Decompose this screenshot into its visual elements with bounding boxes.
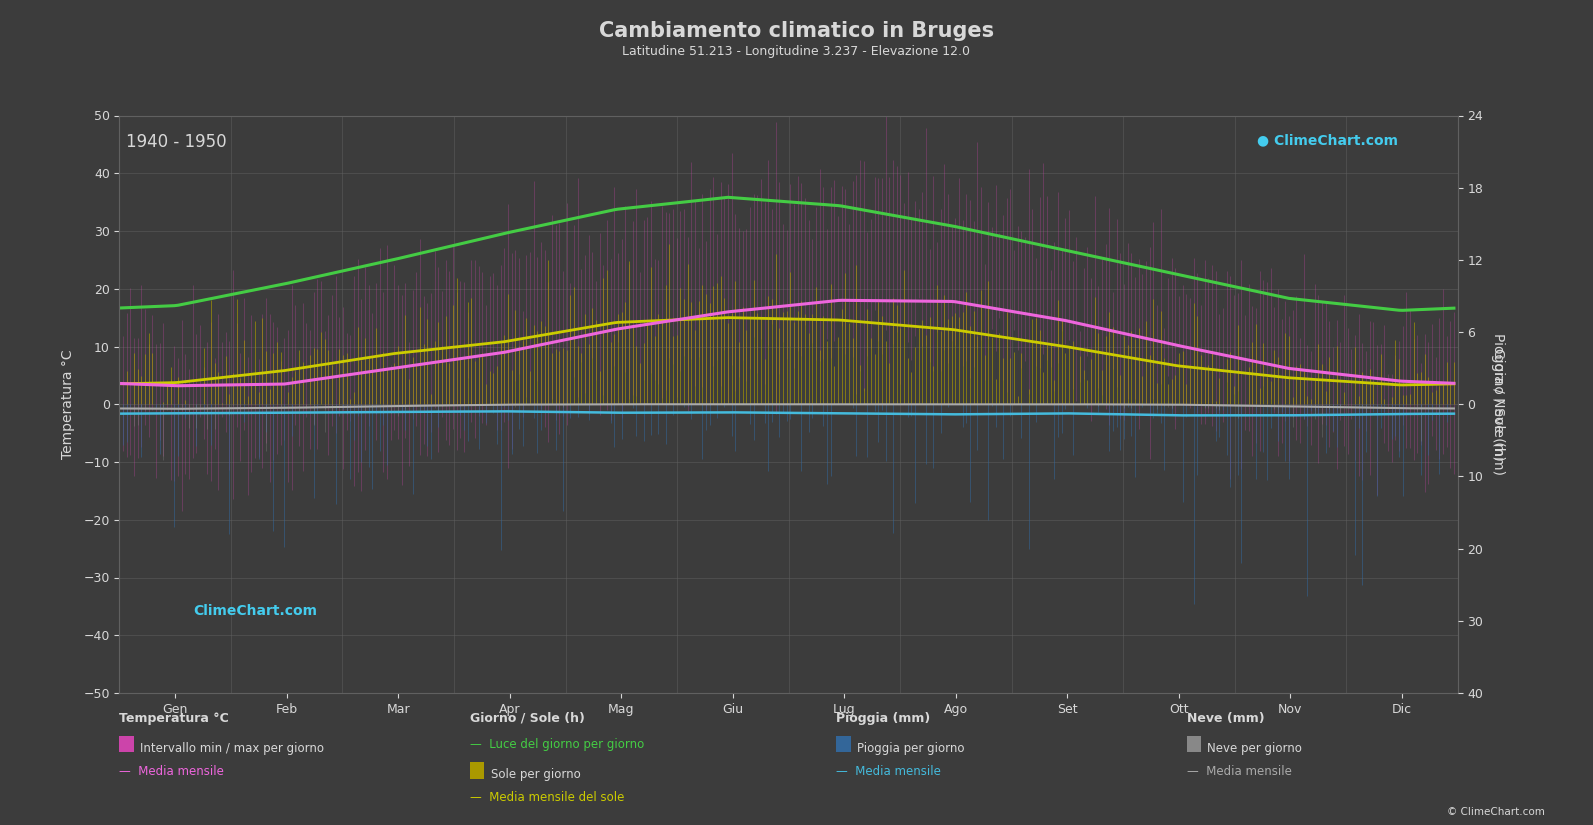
Text: ClimeChart.com: ClimeChart.com bbox=[193, 604, 317, 618]
Text: Pioggia per giorno: Pioggia per giorno bbox=[857, 742, 964, 755]
Y-axis label: Pioggia / Neve (mm): Pioggia / Neve (mm) bbox=[1491, 333, 1505, 475]
Text: —  Media mensile del sole: — Media mensile del sole bbox=[470, 791, 624, 804]
Text: Neve per giorno: Neve per giorno bbox=[1207, 742, 1303, 755]
Text: Cambiamento climatico in Bruges: Cambiamento climatico in Bruges bbox=[599, 21, 994, 40]
Text: —  Media mensile: — Media mensile bbox=[119, 765, 225, 778]
Text: Latitudine 51.213 - Longitudine 3.237 - Elevazione 12.0: Latitudine 51.213 - Longitudine 3.237 - … bbox=[623, 45, 970, 59]
Y-axis label: Giorno / Sole (h): Giorno / Sole (h) bbox=[1491, 348, 1505, 460]
Text: Temperatura °C: Temperatura °C bbox=[119, 712, 229, 725]
Text: ● ClimeChart.com: ● ClimeChart.com bbox=[1257, 133, 1399, 147]
Text: Pioggia (mm): Pioggia (mm) bbox=[836, 712, 930, 725]
Text: Intervallo min / max per giorno: Intervallo min / max per giorno bbox=[140, 742, 325, 755]
Y-axis label: Temperatura °C: Temperatura °C bbox=[61, 350, 75, 459]
Text: 1940 - 1950: 1940 - 1950 bbox=[126, 133, 226, 151]
Text: —  Luce del giorno per giorno: — Luce del giorno per giorno bbox=[470, 738, 644, 752]
Text: Giorno / Sole (h): Giorno / Sole (h) bbox=[470, 712, 585, 725]
Text: © ClimeChart.com: © ClimeChart.com bbox=[1448, 807, 1545, 817]
Text: —  Media mensile: — Media mensile bbox=[1187, 765, 1292, 778]
Text: Neve (mm): Neve (mm) bbox=[1187, 712, 1265, 725]
Text: Sole per giorno: Sole per giorno bbox=[491, 768, 580, 781]
Text: —  Media mensile: — Media mensile bbox=[836, 765, 941, 778]
